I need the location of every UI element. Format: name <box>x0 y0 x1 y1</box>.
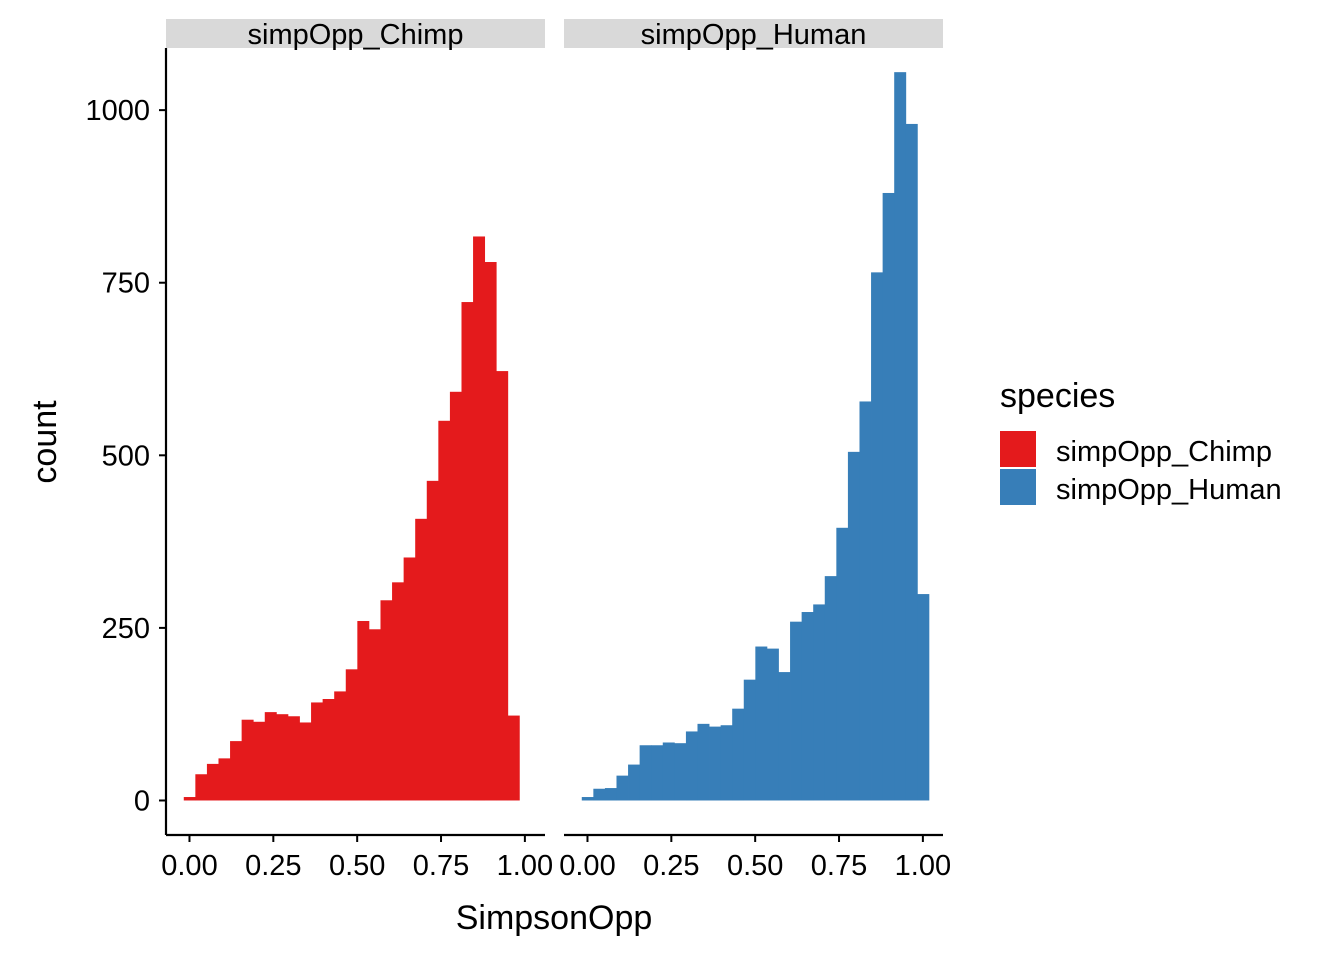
x-axis-title: SimpsonOpp <box>456 899 653 937</box>
x-tick-label: 1.00 <box>497 850 553 882</box>
histogram-bar <box>461 302 474 801</box>
histogram-bar <box>662 742 675 801</box>
histogram-bar <box>882 192 895 801</box>
x-tick-label: 0.50 <box>329 850 385 882</box>
legend-title: species <box>1000 377 1115 415</box>
histogram-bar <box>847 451 860 801</box>
x-tick-label: 0.00 <box>161 850 217 882</box>
panel-2: simpOpp_Human 0.00 0.25 0.50 0.75 1.00 <box>559 19 951 882</box>
histogram-bar <box>859 401 872 801</box>
histogram-bar <box>287 716 300 801</box>
histogram-bar <box>345 669 358 801</box>
histogram-bar <box>311 702 324 801</box>
x-tick-label: 0.75 <box>811 850 867 882</box>
legend: species simpOpp_Chimp simpOpp_Human <box>1000 377 1282 506</box>
histogram-bar <box>392 582 405 801</box>
y-tick-label: 750 <box>102 268 150 300</box>
y-axis-title: count <box>26 400 64 484</box>
y-tick-label: 250 <box>102 613 150 645</box>
histogram-bar <box>230 741 243 801</box>
y-tick-label: 500 <box>102 440 150 472</box>
histogram-bar <box>195 774 208 801</box>
histogram-bar <box>183 797 196 801</box>
histogram-bar <box>264 712 277 801</box>
histogram-bar <box>894 72 907 801</box>
histogram-bar <box>871 272 884 801</box>
legend-label-chimp: simpOpp_Chimp <box>1056 436 1272 468</box>
strip-label: simpOpp_Human <box>641 19 867 51</box>
histogram-bar <box>813 604 826 801</box>
x-tick-label: 0.75 <box>413 850 469 882</box>
panel-1: simpOpp_Chimp 0.00 0.25 0.50 0.75 1.00 <box>161 19 553 882</box>
histogram-bar <box>604 788 617 801</box>
histogram-bar <box>778 672 791 801</box>
histogram-bar <box>674 743 687 801</box>
histogram-bar <box>253 721 266 801</box>
x-tick-label: 0.50 <box>727 850 783 882</box>
x-tick-label: 0.25 <box>245 850 301 882</box>
histogram-bar <box>426 480 439 801</box>
histogram-bar <box>593 788 606 801</box>
histogram-bar <box>322 699 335 801</box>
x-tick-label: 0.00 <box>559 850 615 882</box>
histogram-bar <box>905 123 918 801</box>
histogram-bar <box>241 719 254 801</box>
legend-swatch-human <box>1000 469 1036 505</box>
histogram-bar <box>449 391 462 801</box>
histogram-bar <box>507 715 520 801</box>
legend-swatch-chimp <box>1000 431 1036 467</box>
histogram-bar <box>581 797 594 801</box>
histogram-bar <box>709 726 722 801</box>
histogram-bar <box>801 612 814 801</box>
histogram-bar <box>790 621 803 801</box>
histogram-bar <box>720 725 733 801</box>
histogram-bar <box>415 518 428 801</box>
histogram-bar <box>732 708 745 801</box>
histogram-bar <box>917 594 930 801</box>
histogram-bar <box>357 620 370 801</box>
histogram-bar <box>299 722 312 801</box>
histogram-bar <box>836 527 849 801</box>
histogram-bar <box>639 745 652 801</box>
histogram-bar <box>218 758 231 801</box>
histogram-bar <box>824 576 837 801</box>
histogram-bar <box>628 764 641 801</box>
histogram-bar <box>206 763 219 801</box>
histogram-bar <box>651 745 664 801</box>
histogram-bar <box>743 679 756 801</box>
histogram-bar <box>496 371 509 801</box>
strip-label: simpOpp_Chimp <box>248 19 464 51</box>
histogram-bar <box>334 691 347 801</box>
histogram-bar <box>616 775 629 801</box>
histogram-bar <box>766 648 779 801</box>
histogram-bar <box>368 629 381 801</box>
strip-background <box>564 19 943 48</box>
x-tick-label: 1.00 <box>895 850 951 882</box>
histogram-bar <box>755 646 768 801</box>
histogram-bar <box>276 714 289 801</box>
histogram-bar <box>685 731 698 801</box>
legend-label-human: simpOpp_Human <box>1056 474 1282 506</box>
y-tick-label: 0 <box>134 785 150 817</box>
strip-background <box>166 19 545 48</box>
y-tick-label: 1000 <box>85 95 150 127</box>
x-tick-label: 0.25 <box>643 850 699 882</box>
histogram-bar <box>484 262 497 801</box>
histogram-bar <box>380 600 393 801</box>
histogram-bar <box>403 557 416 801</box>
histogram-bar <box>438 420 451 801</box>
histogram-bar <box>697 723 710 801</box>
histogram-bar <box>473 236 486 801</box>
